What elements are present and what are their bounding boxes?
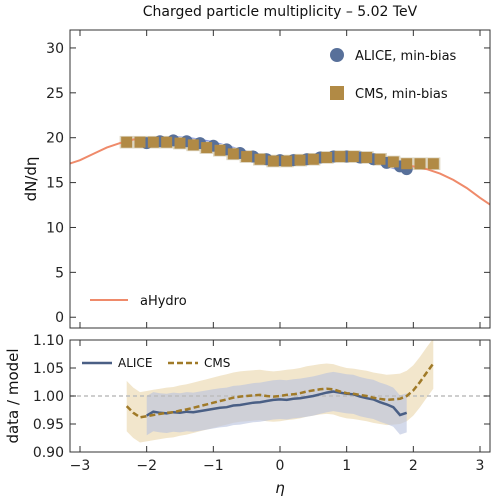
bottom-x-tick-label: −1 bbox=[203, 458, 224, 474]
legend-alice-ratio: ALICE bbox=[82, 356, 152, 370]
top-y-axis-label: dN/dη bbox=[22, 157, 40, 202]
top-data-points bbox=[121, 134, 439, 176]
top-y-tick-label: 5 bbox=[55, 265, 64, 281]
alice-ratio-line bbox=[146, 390, 408, 417]
legend-cms-minbias: CMS, min-bias bbox=[330, 86, 448, 102]
bottom-y-tick-label: 1.10 bbox=[33, 333, 64, 349]
top-y-tick-label: 30 bbox=[46, 41, 64, 57]
bottom-y-ticks: 0.90 0.95 1.00 1.05 1.10 bbox=[33, 333, 490, 461]
bottom-x-tick-label: 1 bbox=[342, 458, 351, 474]
bottom-y-tick-label: 1.05 bbox=[33, 361, 64, 377]
cms-point bbox=[161, 136, 173, 148]
top-y-tick-label: 25 bbox=[46, 86, 64, 102]
cms-point bbox=[427, 158, 439, 170]
cms-point bbox=[281, 155, 293, 167]
legend-cms-label: CMS, min-bias bbox=[355, 87, 448, 102]
bottom-x-tick-label: 0 bbox=[276, 458, 285, 474]
cms-point bbox=[307, 153, 319, 165]
legend-alice-label: ALICE, min-bias bbox=[355, 49, 457, 64]
bottom-x-tick-label: −2 bbox=[136, 458, 157, 474]
top-y-tick-label: 15 bbox=[46, 176, 64, 192]
alice-ratio-band bbox=[146, 371, 407, 436]
top-y-ticks: 0 5 10 15 20 25 30 bbox=[46, 41, 490, 326]
x-axis-label: η bbox=[275, 479, 285, 497]
top-y-tick-label: 0 bbox=[55, 310, 64, 326]
bottom-x-tick-label: 2 bbox=[409, 458, 418, 474]
cms-point bbox=[267, 155, 279, 167]
legend-alice-ratio-label: ALICE bbox=[118, 356, 152, 370]
bottom-error-bands bbox=[126, 340, 434, 443]
cms-point bbox=[214, 144, 226, 156]
top-series-lines bbox=[70, 137, 490, 206]
bottom-y-tick-label: 0.95 bbox=[33, 417, 64, 433]
cms-point bbox=[387, 156, 399, 168]
bottom-y-tick-label: 1.00 bbox=[33, 389, 64, 405]
cms-point bbox=[241, 151, 253, 163]
cms-point bbox=[334, 151, 346, 163]
cms-point bbox=[414, 158, 426, 170]
bottom-y-axis-label: data / model bbox=[4, 348, 22, 443]
bottom-y-tick-label: 0.90 bbox=[33, 445, 64, 461]
legend-alice-marker bbox=[330, 48, 344, 62]
cms-point bbox=[187, 139, 199, 151]
top-y-tick-label: 20 bbox=[46, 131, 64, 147]
top-y-tick-label: 10 bbox=[46, 220, 64, 236]
legend-ahydro-label: aHydro bbox=[140, 294, 187, 309]
top-x-ticks bbox=[79, 30, 481, 328]
cms-point bbox=[134, 136, 146, 148]
legend-alice-minbias: ALICE, min-bias bbox=[330, 48, 457, 64]
cms-point bbox=[201, 142, 213, 154]
bottom-series-lines bbox=[70, 362, 490, 419]
cms-point bbox=[254, 153, 266, 165]
cms-ratio-line bbox=[125, 362, 435, 419]
cms-point bbox=[321, 151, 333, 163]
cms-point bbox=[401, 158, 413, 170]
ahydro-curve bbox=[70, 137, 490, 206]
cms-point bbox=[347, 151, 359, 163]
top-panel: 0 5 10 15 20 25 30 dN/dη ALICE, min-bias CMS, … bbox=[22, 29, 491, 329]
legend-cms-marker bbox=[330, 86, 344, 100]
legend-cms-ratio: CMS bbox=[168, 356, 230, 370]
bottom-x-tick-label: −3 bbox=[70, 458, 91, 474]
cms-point bbox=[374, 153, 386, 165]
legend-ahydro: aHydro bbox=[90, 294, 187, 309]
cms-point bbox=[147, 136, 159, 148]
cms-point bbox=[294, 154, 306, 166]
top-plot-frame bbox=[69, 29, 491, 329]
bottom-panel: 0.90 0.95 1.00 1.05 1.10 −3 −2 −1 0 1 2 3 data / m… bbox=[4, 333, 491, 497]
legend-cms-ratio-label: CMS bbox=[204, 356, 230, 370]
cms-point bbox=[227, 148, 239, 160]
bottom-x-ticks: −3 −2 −1 0 1 2 3 bbox=[70, 340, 485, 474]
cms-point bbox=[174, 137, 186, 149]
cms-point bbox=[361, 151, 373, 163]
chart-title: Charged particle multiplicity – 5.02 TeV bbox=[143, 4, 418, 20]
cms-point bbox=[121, 136, 133, 148]
bottom-x-tick-label: 3 bbox=[476, 458, 485, 474]
